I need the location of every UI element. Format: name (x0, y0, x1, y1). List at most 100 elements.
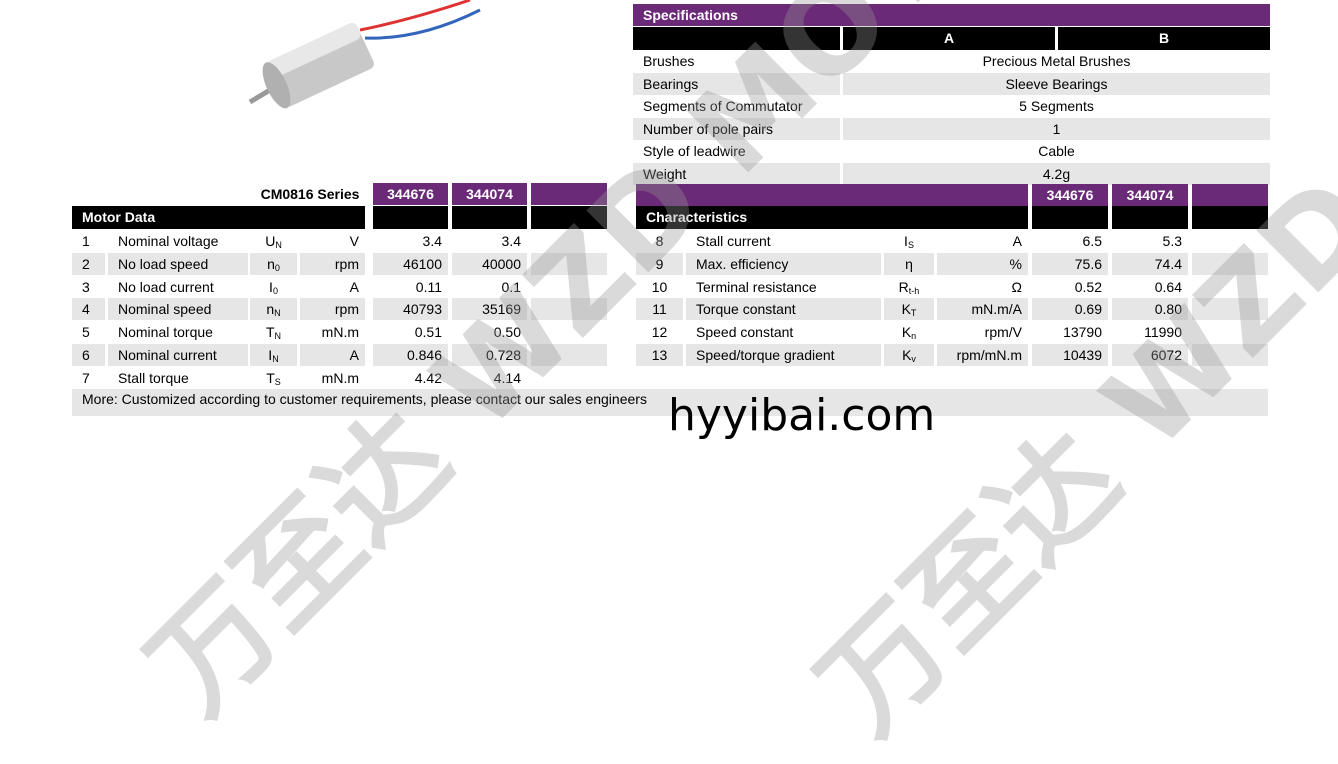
parameter-unit: V (349, 233, 359, 249)
spec-value: 5 Segments (1019, 98, 1094, 115)
value-344074: 3.4 (501, 233, 521, 249)
symbol-subscript: S (907, 240, 914, 250)
header-cell (452, 206, 527, 229)
undefined: UN (250, 230, 297, 252)
undefined: nN (250, 298, 297, 321)
column-a-header: A (843, 27, 1055, 50)
value-empty (531, 367, 607, 389)
spec-label: Brushes (643, 53, 695, 69)
spec-value: Precious Metal Brushes (982, 53, 1131, 69)
symbol-subscript: t-h (908, 285, 920, 296)
column-b-header: B (1058, 27, 1270, 50)
symbol-subscript: T (910, 308, 917, 319)
parameter-name: Nominal current (108, 344, 248, 366)
value-344676: 0.69 (1032, 298, 1108, 321)
undefined: Kv (884, 344, 934, 366)
parameter-name: Nominal torque (118, 324, 213, 341)
value-344074: 5.3 (1162, 233, 1182, 249)
symbol: η (905, 255, 913, 272)
value-344074: 0.50 (493, 324, 521, 341)
row-number: 13 (636, 344, 683, 366)
parameter-name: Stall torque (118, 369, 189, 386)
value-344676: 75.6 (1032, 252, 1108, 275)
value-empty (531, 344, 607, 366)
value-empty (531, 252, 607, 275)
undefined: η (884, 252, 934, 275)
value-empty (1192, 276, 1268, 298)
model-header: 344074 (1112, 184, 1188, 206)
spec-value: Sleeve Bearings (843, 72, 1270, 95)
motor-image (248, 0, 481, 109)
parameter-name: Speed/torque gradient (686, 344, 881, 366)
value-344676: 3.4 (422, 233, 442, 249)
parameter-unit: A (349, 278, 359, 295)
parameter-name: No load speed (108, 252, 248, 275)
value-344676: 4.42 (414, 369, 442, 386)
symbol: T (266, 369, 275, 386)
symbol: I (904, 233, 908, 249)
value-344074: 40000 (452, 252, 527, 275)
undefined: IN (250, 344, 297, 366)
model-header: 344676 (373, 183, 448, 205)
spec-value: 1 (843, 117, 1270, 140)
symbol: n (266, 301, 275, 318)
value-344676: 0.51 (414, 324, 442, 341)
value-344676: 0.52 (1074, 278, 1102, 295)
parameter-name: Terminal resistance (696, 278, 817, 295)
value-344074: 0.1 (501, 278, 521, 295)
site-watermark: hyyibai.com (668, 390, 936, 441)
header-cell (1192, 206, 1268, 229)
row-number: 5 (82, 324, 90, 341)
symbol-subscript: N (274, 331, 282, 342)
undefined: IS (884, 230, 934, 252)
value-344676: 0.846 (373, 344, 448, 366)
undefined: I0 (250, 276, 297, 298)
row-number: 11 (636, 298, 683, 321)
model-header-empty (1192, 184, 1268, 206)
value-344074: 0.80 (1112, 298, 1188, 321)
symbol: U (265, 233, 276, 249)
value-344676: 6.5 (1082, 233, 1102, 249)
header-cell (1032, 206, 1108, 229)
parameter-unit: mN.m/A (937, 298, 1028, 321)
value-344676: 13790 (1063, 324, 1102, 341)
value-344074: 35169 (452, 298, 527, 321)
parameter-name: Nominal speed (108, 298, 248, 321)
row-number: 8 (655, 233, 664, 249)
symbol: n (267, 255, 275, 272)
value-344074: 4.14 (493, 369, 521, 386)
symbol-subscript: v (911, 354, 916, 364)
value-empty (531, 321, 607, 343)
row-number: 1 (82, 233, 90, 249)
header-cell (373, 206, 448, 229)
section-title: Specifications (633, 4, 1270, 26)
value-344074: 0.728 (452, 344, 527, 366)
parameter-unit: Ω (1011, 278, 1022, 295)
section-title: Characteristics (636, 206, 1028, 229)
value-344074: 0.64 (1154, 278, 1182, 295)
symbol: K (901, 324, 912, 341)
symbol-subscript: N (275, 240, 282, 250)
symbol-subscript: N (272, 354, 279, 364)
value-empty (1192, 321, 1268, 343)
undefined: n0 (250, 252, 297, 275)
series-label: CM0816 Series (260, 186, 360, 202)
row-number: 2 (72, 252, 105, 275)
parameter-unit: rpm/mN.m (937, 344, 1028, 366)
value-empty (531, 230, 607, 252)
section-title: Motor Data (72, 206, 365, 229)
parameter-unit: rpm (300, 298, 365, 321)
value-344676: 10439 (1032, 344, 1108, 366)
parameter-name: Nominal voltage (118, 233, 219, 249)
symbol: R (898, 278, 909, 295)
row-number: 9 (636, 252, 683, 275)
value-344676: 40793 (373, 298, 448, 321)
symbol-subscript: 0 (272, 285, 278, 296)
symbol-subscript: S (274, 376, 281, 387)
value-empty (531, 276, 607, 298)
header-cell (636, 184, 1028, 206)
undefined: KT (884, 298, 934, 321)
value-344676: 46100 (373, 252, 448, 275)
spec-label: Weight (633, 163, 840, 185)
row-number: 10 (651, 278, 668, 295)
